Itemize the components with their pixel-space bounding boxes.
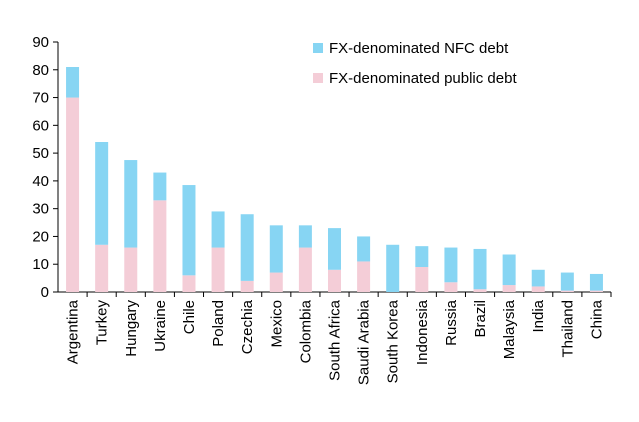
y-tick-label: 90 xyxy=(32,34,49,51)
x-tick-label: Poland xyxy=(210,300,227,347)
bar-segment xyxy=(531,269,545,287)
bar-segment xyxy=(66,67,80,98)
bar-segment xyxy=(211,211,225,248)
bar-segment xyxy=(531,286,545,292)
bar-segment xyxy=(124,160,138,248)
y-tick-label: 70 xyxy=(32,90,49,107)
x-tick-label: Hungary xyxy=(123,300,140,357)
y-tick-label: 50 xyxy=(32,145,49,162)
bar-segment xyxy=(560,272,574,291)
x-tick-label: Chile xyxy=(181,300,198,334)
x-tick-label: Saudi Arabia xyxy=(356,299,373,385)
bar-segment xyxy=(444,282,458,292)
x-tick-label: Russia xyxy=(443,299,460,346)
bar-segment xyxy=(328,269,341,292)
x-tick-label: Turkey xyxy=(94,300,111,346)
bar-segment xyxy=(153,172,167,201)
bar-segment xyxy=(589,273,603,291)
x-tick-label: Colombia xyxy=(297,299,314,363)
y-tick-label: 30 xyxy=(32,201,49,218)
x-tick-label: South Korea xyxy=(385,299,402,383)
legend-label: FX-denominated NFC debt xyxy=(329,40,509,57)
bar-segment xyxy=(240,214,254,281)
y-tick-label: 40 xyxy=(32,173,49,190)
bar-segment xyxy=(502,254,516,286)
bar-segment xyxy=(502,285,516,292)
bar-segment xyxy=(124,247,138,292)
bar-segment xyxy=(560,290,574,292)
bar-segment xyxy=(240,280,254,292)
y-tick-label: 60 xyxy=(32,117,49,134)
bar-segment xyxy=(589,290,603,292)
x-tick-label: Brazil xyxy=(472,300,489,338)
bar-segment xyxy=(66,97,80,292)
x-tick-label: Czechia xyxy=(239,299,256,354)
bar-segment xyxy=(328,228,341,270)
bar-segment xyxy=(298,225,312,248)
x-tick-label: Malaysia xyxy=(501,299,518,359)
x-tick-label: China xyxy=(588,299,605,339)
x-tick-label: Mexico xyxy=(268,300,285,348)
bar-segment xyxy=(386,244,400,292)
x-tick-label: Thailand xyxy=(559,300,576,358)
bar-segment xyxy=(473,248,487,290)
bar-segment xyxy=(473,289,487,292)
y-tick-label: 10 xyxy=(32,256,49,273)
bar-segment xyxy=(357,261,371,292)
y-tick-label: 0 xyxy=(41,284,49,301)
bar-segment xyxy=(444,247,458,283)
bar-segment xyxy=(298,247,312,292)
x-tick-label: Argentina xyxy=(65,299,82,364)
bar-segment xyxy=(95,142,109,245)
y-tick-label: 20 xyxy=(32,228,49,245)
bar-segment xyxy=(415,267,429,292)
bar-segment xyxy=(415,246,429,267)
bar-segment xyxy=(269,225,283,273)
bar-segment xyxy=(153,200,167,292)
bar-segment xyxy=(182,185,196,276)
x-tick-label: Ukraine xyxy=(152,300,169,352)
bar-segment xyxy=(211,247,225,292)
legend-swatch xyxy=(313,73,323,83)
x-tick-label: India xyxy=(530,299,547,332)
bar-segment xyxy=(95,244,109,292)
bar-segment xyxy=(269,272,283,292)
legend-label: FX-denominated public debt xyxy=(329,70,517,87)
legend-swatch xyxy=(313,43,323,53)
bar-segment xyxy=(182,275,196,292)
x-tick-label: Indonesia xyxy=(414,299,431,365)
y-tick-label: 80 xyxy=(32,62,49,79)
x-tick-label: South Africa xyxy=(327,299,344,381)
bar-segment xyxy=(357,236,371,262)
